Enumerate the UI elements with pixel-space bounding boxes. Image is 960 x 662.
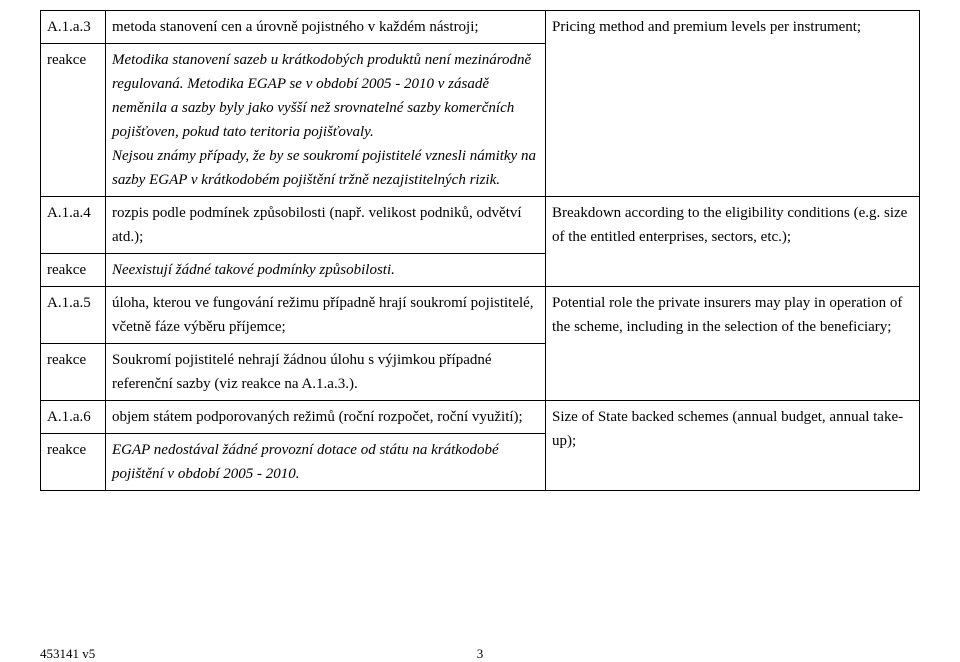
row-cz-cell: metoda stanovení cen a úrovně pojistného… <box>106 11 546 44</box>
document-page: A.1.a.3metoda stanovení cen a úrovně poj… <box>0 0 960 658</box>
footer-page-number: 3 <box>40 646 920 662</box>
row-cz-cell: EGAP nedostával žádné provozní dotace od… <box>106 434 546 491</box>
row-en-cell: Potential role the private insurers may … <box>546 287 920 401</box>
row-id-cell: A.1.a.3 <box>41 11 106 44</box>
table-row: A.1.a.4rozpis podle podmínek způsobilost… <box>41 197 920 254</box>
row-id-cell: reakce <box>41 44 106 197</box>
table-body: A.1.a.3metoda stanovení cen a úrovně poj… <box>41 11 920 491</box>
row-en-cell: Size of State backed schemes (annual bud… <box>546 401 920 491</box>
row-cz-cell: Metodika stanovení sazeb u krátkodobých … <box>106 44 546 197</box>
row-cz-cell: Soukromí pojistitelé nehrají žádnou úloh… <box>106 344 546 401</box>
table-row: A.1.a.6objem státem podporovaných režimů… <box>41 401 920 434</box>
table-row: A.1.a.5úloha, kterou ve fungování režimu… <box>41 287 920 344</box>
row-id-cell: reakce <box>41 434 106 491</box>
row-id-cell: reakce <box>41 254 106 287</box>
row-id-cell: A.1.a.6 <box>41 401 106 434</box>
row-cz-cell: rozpis podle podmínek způsobilosti (např… <box>106 197 546 254</box>
main-table: A.1.a.3metoda stanovení cen a úrovně poj… <box>40 10 920 491</box>
row-id-cell: A.1.a.4 <box>41 197 106 254</box>
row-cz-cell: úloha, kterou ve fungování režimu případ… <box>106 287 546 344</box>
row-id-cell: A.1.a.5 <box>41 287 106 344</box>
row-en-cell: Breakdown according to the eligibility c… <box>546 197 920 287</box>
row-id-cell: reakce <box>41 344 106 401</box>
row-en-cell: Pricing method and premium levels per in… <box>546 11 920 197</box>
table-row: A.1.a.3metoda stanovení cen a úrovně poj… <box>41 11 920 44</box>
row-cz-cell: Neexistují žádné takové podmínky způsobi… <box>106 254 546 287</box>
row-cz-cell: objem státem podporovaných režimů (roční… <box>106 401 546 434</box>
